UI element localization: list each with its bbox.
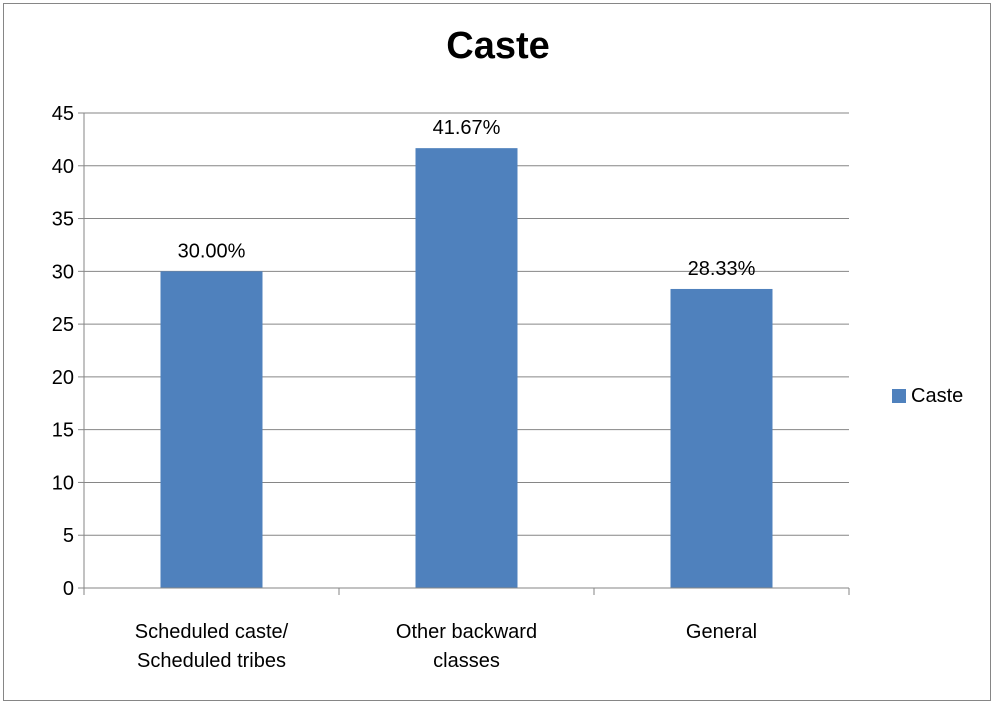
x-axis: Scheduled caste/Scheduled tribes Other ba… — [83, 113, 850, 672]
data-labels: 30.00% 41.67% 28.33% — [178, 117, 756, 280]
category-label: General — [686, 621, 757, 643]
y-tick-label: 45 — [52, 103, 74, 125]
data-label: 30.00% — [178, 240, 246, 262]
data-label: 28.33% — [688, 258, 756, 280]
y-tick-label: 25 — [52, 314, 74, 336]
y-tick-label: 35 — [52, 209, 74, 231]
y-tick-label: 20 — [52, 367, 74, 389]
y-tick-label: 30 — [52, 261, 74, 283]
chart-title: Caste — [446, 25, 550, 67]
category-label: classes — [433, 650, 500, 672]
category-label: Other backward — [396, 621, 537, 643]
legend-swatch — [892, 389, 906, 403]
bar — [415, 148, 518, 588]
legend: Caste — [892, 385, 963, 407]
category-label: Scheduled tribes — [137, 650, 286, 672]
bars — [160, 148, 773, 588]
y-tick-label: 15 — [52, 420, 74, 442]
legend-label: Caste — [911, 385, 963, 407]
bar — [670, 288, 773, 588]
bar — [160, 271, 263, 588]
y-tick-label: 40 — [52, 156, 74, 178]
y-axis-ticks: 0 5 10 15 20 25 30 35 40 45 — [52, 103, 84, 600]
y-tick-label: 5 — [63, 525, 74, 547]
y-tick-label: 10 — [52, 472, 74, 494]
category-label: Scheduled caste/ — [135, 621, 289, 643]
y-tick-label: 0 — [63, 578, 74, 600]
data-label: 41.67% — [433, 117, 501, 139]
